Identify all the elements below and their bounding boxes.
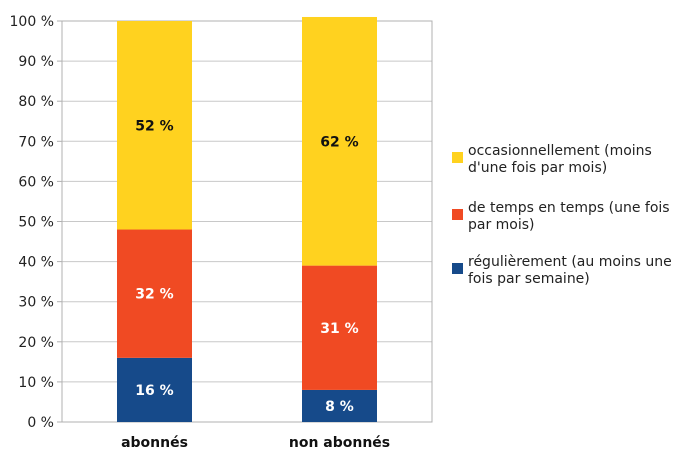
y-tick-label: 80 % [18,94,54,110]
bars: 16 % 32 % 52 % 8 % 31 % 62 % [117,16,377,422]
legend-label: occasionnellement (moins [468,143,652,159]
data-label: 8 % [325,399,354,415]
x-category-label: abonnés [121,435,188,449]
x-category-label: non abonnés [289,435,390,449]
y-tick-label: 20 % [18,335,54,351]
y-tick-label: 0 % [27,415,54,431]
x-axis: abonnés non abonnés [121,435,390,449]
bar-segment [302,265,377,390]
bar-segment [117,229,192,358]
data-label: 62 % [320,134,358,150]
y-tick-label: 70 % [18,134,54,150]
data-label: 16 % [135,383,173,399]
y-tick-label: 30 % [18,295,54,311]
legend-label: régulièrement (au moins une [468,254,672,270]
data-label: 32 % [135,287,173,303]
y-tick-label: 60 % [18,174,54,190]
data-label: 31 % [320,321,358,337]
bar-segment [302,389,377,422]
legend-label: fois par semaine) [468,271,590,287]
bar-segment [302,16,377,266]
y-tick-label: 40 % [18,255,54,271]
legend-label: de temps en temps (une fois [468,200,670,216]
y-tick-label: 50 % [18,215,54,231]
legend-swatch [452,152,463,163]
y-tick-label: 90 % [18,54,54,70]
legend-swatch [452,209,463,220]
legend-label: par mois) [468,217,535,233]
legend-label: d'une fois par mois) [468,160,607,176]
legend-swatch [452,263,463,274]
y-tick-label: 100 % [10,14,54,30]
bar-segment [117,21,192,230]
bar-segment [117,357,192,422]
y-axis: 0 % 10 % 20 % 30 % 40 % 50 % 60 % 70 % 80 % 90 % 1… [10,14,62,431]
y-tick-label: 10 % [18,375,54,391]
data-label: 52 % [135,118,173,134]
